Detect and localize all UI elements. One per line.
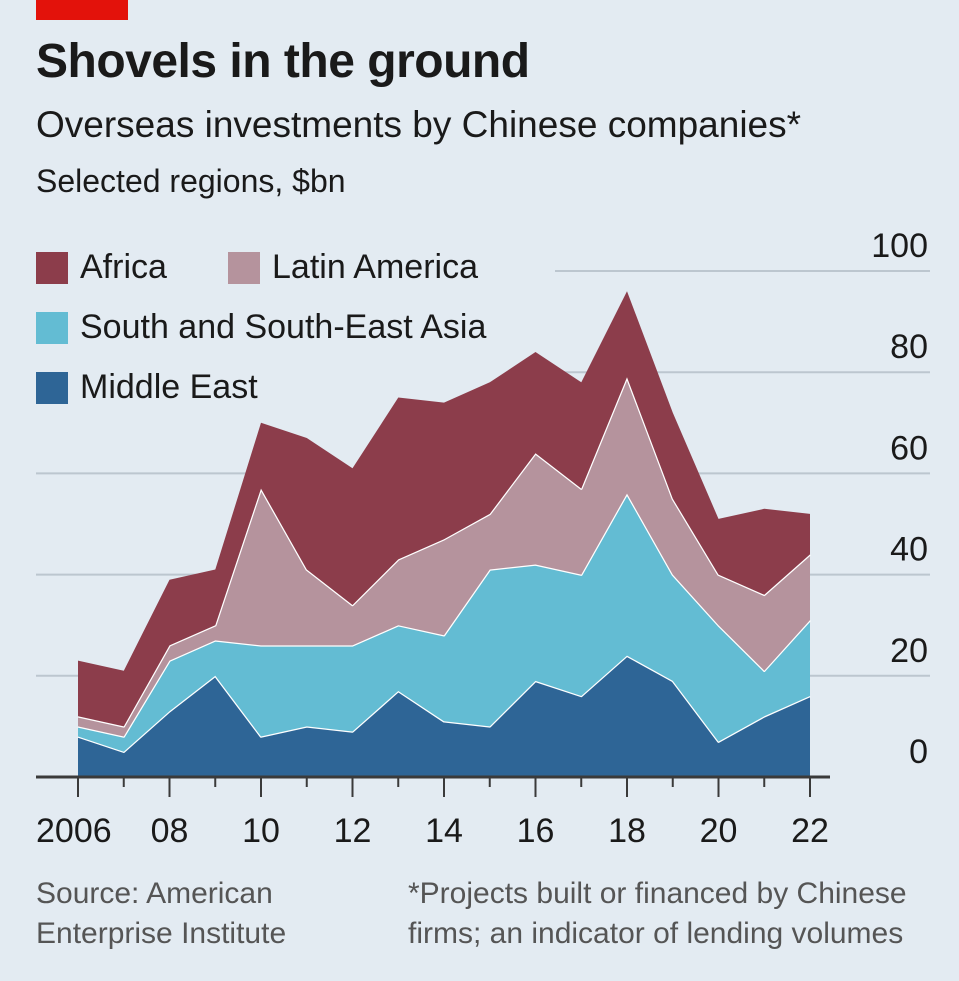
- y-tick-label-60: 60: [890, 429, 928, 467]
- source-line-2: Enterprise Institute: [36, 917, 287, 950]
- x-tick-label-2016: 16: [517, 812, 555, 850]
- x-tick-label-2008: 08: [151, 812, 189, 850]
- brand-tag: [36, 0, 128, 20]
- x-tick-label-2014: 14: [425, 812, 463, 850]
- x-tick-label-2022: 22: [791, 812, 829, 850]
- legend-item-latin-america: Latin America: [228, 248, 478, 287]
- chart-subtitle: Overseas investments by Chinese companie…: [36, 104, 802, 145]
- legend-swatch-latin-america: [228, 251, 260, 284]
- legend-label-africa: Africa: [80, 248, 167, 286]
- legend-swatch-south-asia: [36, 311, 68, 344]
- y-tick-label-40: 40: [890, 531, 928, 569]
- x-tick-label-2006: 2006: [36, 812, 112, 850]
- area-south-and-south-east-asia: [78, 493, 810, 752]
- x-tick-label-2010: 10: [242, 812, 280, 850]
- legend-item-africa: Africa: [36, 248, 167, 287]
- legend-item-middle-east: Middle East: [36, 368, 258, 407]
- source-line-1: Source: American: [36, 877, 273, 910]
- chart-units: Selected regions, $bn: [36, 163, 346, 199]
- y-tick-label-100: 100: [871, 227, 928, 265]
- area-series: [77, 291, 811, 777]
- area-africa: [78, 291, 810, 727]
- legend-item-south-asia: South and South-East Asia: [36, 308, 486, 347]
- y-tick-label-0: 0: [909, 733, 928, 771]
- footnote-line-2: firms; an indicator of lending volumes: [408, 917, 904, 950]
- x-tick-label-2018: 18: [608, 812, 646, 850]
- y-tick-labels: 0 20 40 60 80 100: [871, 227, 928, 771]
- x-tick-label-2020: 20: [700, 812, 738, 850]
- x-axis: 2006 08 10 12 14 16 18 20 22: [36, 775, 830, 850]
- legend-swatch-middle-east: [36, 371, 68, 404]
- y-tick-label-80: 80: [890, 328, 928, 366]
- legend-label-south-asia: South and South-East Asia: [80, 308, 487, 346]
- source-note: Source: American Enterprise Institute: [36, 874, 286, 954]
- legend-swatch-africa: [36, 251, 68, 284]
- legend-label-middle-east: Middle East: [80, 368, 258, 406]
- legend-label-latin-america: Latin America: [272, 248, 478, 286]
- footnote-line-1: *Projects built or financed by Chinese: [408, 877, 907, 910]
- area-latin-america: [78, 377, 810, 737]
- footnote: *Projects built or financed by Chinese f…: [408, 874, 938, 954]
- area-middle-east: [78, 655, 810, 777]
- x-tick-label-2012: 12: [334, 812, 372, 850]
- chart-title: Shovels in the ground: [36, 35, 530, 88]
- y-tick-label-20: 20: [890, 632, 928, 670]
